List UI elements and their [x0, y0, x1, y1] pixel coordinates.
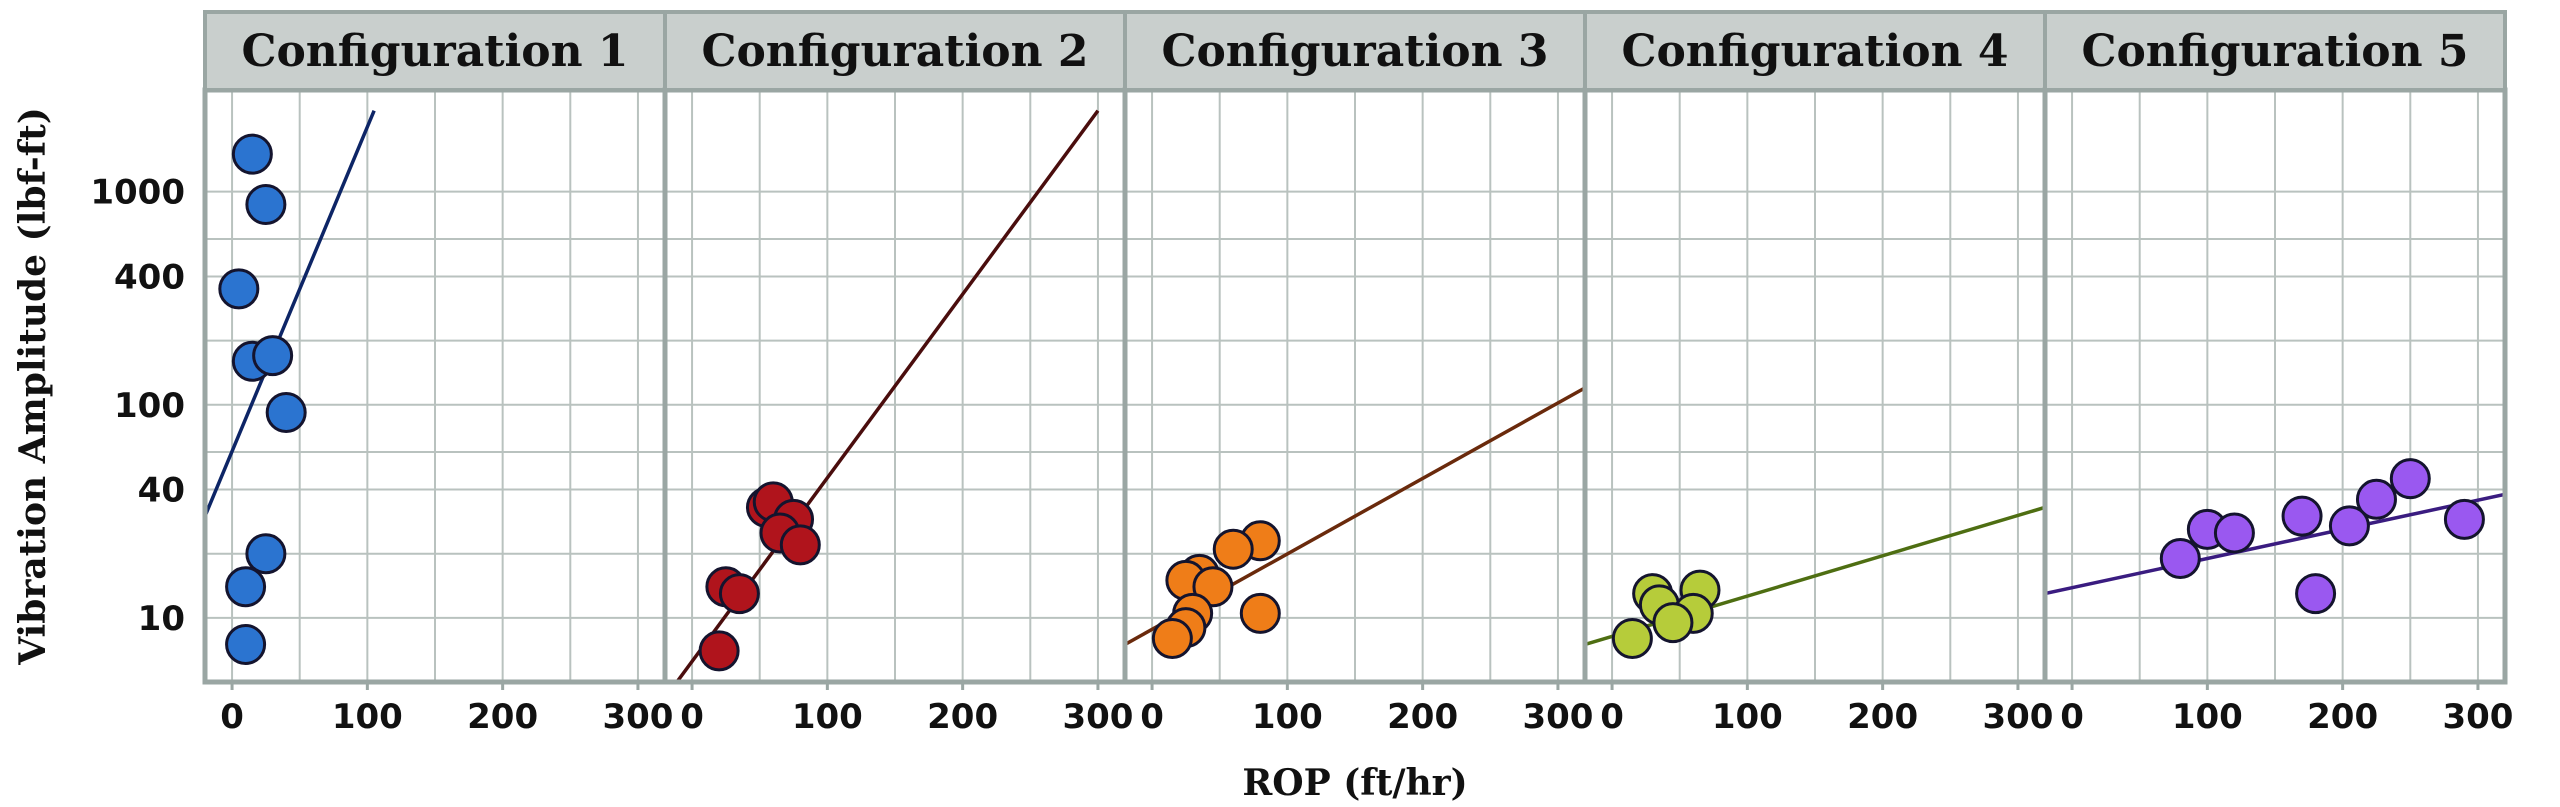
- x-axis-title: ROP (ft/hr): [1242, 762, 1467, 804]
- y-tick-label: 400: [114, 257, 185, 297]
- data-point: [1611, 618, 1653, 660]
- x-tick-label: 200: [1387, 697, 1458, 737]
- data-point: [225, 623, 267, 665]
- data-point: [245, 184, 287, 226]
- data-point: [718, 573, 760, 615]
- data-point: [225, 566, 267, 608]
- data-point: [1652, 602, 1694, 644]
- panel-strip: [203, 10, 667, 92]
- x-tick-label: 0: [220, 697, 244, 737]
- x-tick-label: 0: [2060, 697, 2084, 737]
- data-point: [2328, 505, 2370, 547]
- data-point: [2159, 537, 2201, 579]
- y-tick-label: 10: [138, 599, 185, 639]
- x-tick-label: 300: [1062, 697, 1133, 737]
- panel-title: Configuration 3: [1161, 26, 1548, 77]
- panel-title: Configuration 5: [2081, 26, 2468, 77]
- x-tick-label: 100: [2172, 697, 2243, 737]
- x-tick-label: 200: [927, 697, 998, 737]
- data-point: [265, 391, 307, 433]
- data-point: [2443, 498, 2485, 540]
- data-point: [1151, 618, 1193, 660]
- x-tick-label: 0: [680, 697, 704, 737]
- data-point: [2355, 478, 2397, 520]
- x-tick-label: 200: [2307, 697, 2378, 737]
- x-tick-label: 300: [1982, 697, 2053, 737]
- panel-title: Configuration 4: [1621, 26, 2008, 77]
- data-point: [1212, 528, 1254, 570]
- data-point: [2295, 573, 2337, 615]
- y-tick-label: 1000: [90, 173, 185, 213]
- data-point: [698, 630, 740, 672]
- y-axis-title: Vibration Amplitude (lbf-ft): [12, 107, 54, 666]
- data-point: [2213, 512, 2255, 554]
- data-point: [1239, 592, 1281, 634]
- x-tick-label: 200: [467, 697, 538, 737]
- panel-title: Configuration 2: [701, 26, 1088, 77]
- panel-strip: [1583, 10, 2047, 92]
- panel-2: Configuration 2 0 100 200 300: [662, 10, 1133, 737]
- x-tick-label: 300: [602, 697, 673, 737]
- fit-line: [2045, 492, 2505, 596]
- data-point: [2389, 458, 2431, 500]
- x-tick-label: 300: [1522, 697, 1593, 737]
- x-tick-label: 100: [792, 697, 863, 737]
- x-tick-label: 100: [1712, 697, 1783, 737]
- data-point: [779, 524, 821, 566]
- panel-strip: [2043, 10, 2507, 92]
- x-tick-label: 0: [1600, 697, 1624, 737]
- panel-1: Configuration 1 0 100 200 300: [202, 10, 673, 737]
- panel-4: Configuration 4 0 100 200 300: [1582, 10, 2053, 737]
- x-tick-label: 100: [1252, 697, 1323, 737]
- fit-line: [205, 109, 376, 517]
- panel-5: Configuration 5 0 100 200 300: [2042, 10, 2513, 737]
- panel-3: Configuration 3 0 100 200 300: [1122, 10, 1593, 737]
- data-point: [2281, 495, 2323, 537]
- data-point: [245, 533, 287, 575]
- x-tick-label: 0: [1140, 697, 1164, 737]
- panel-strip: [1123, 10, 1587, 92]
- x-tick-label: 200: [1847, 697, 1918, 737]
- panel-title: Configuration 1: [241, 26, 628, 77]
- y-tick-label: 40: [138, 471, 185, 511]
- x-tick-label: 100: [332, 697, 403, 737]
- y-tick-label: 100: [114, 386, 185, 426]
- data-point: [252, 335, 294, 377]
- data-point: [231, 133, 273, 175]
- data-point: [218, 268, 260, 310]
- x-tick-label: 300: [2442, 697, 2513, 737]
